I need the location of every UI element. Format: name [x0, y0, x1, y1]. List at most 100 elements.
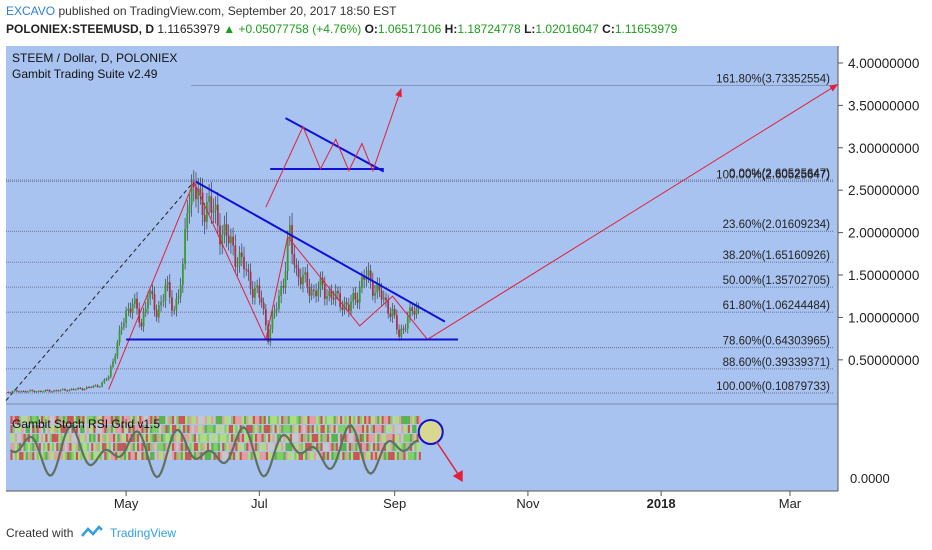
- stoch-grid-cell: [193, 452, 197, 460]
- stoch-grid-cell: [405, 416, 408, 424]
- stoch-grid-cell: [86, 434, 89, 442]
- stoch-grid-cell: [23, 434, 26, 442]
- stoch-grid-cell: [30, 425, 33, 433]
- stoch-grid-cell: [34, 452, 37, 460]
- stoch-grid-cell: [322, 452, 325, 460]
- stoch-grid-cell: [250, 434, 253, 442]
- stoch-grid-cell: [178, 443, 181, 451]
- stoch-grid-cell: [250, 416, 253, 424]
- stoch-grid-cell: [401, 434, 404, 442]
- stoch-grid-cell: [54, 443, 57, 451]
- author-link[interactable]: EXCAVO: [6, 4, 56, 18]
- stoch-grid-cell: [34, 443, 37, 451]
- stoch-grid-cell: [281, 443, 284, 451]
- fib-level-label: 61.80%(1.06244484): [723, 300, 831, 312]
- stoch-grid-cell: [340, 434, 343, 442]
- stoch-grid-cell: [335, 443, 338, 451]
- stoch-grid-cell: [230, 425, 234, 433]
- stoch-grid-cell: [36, 452, 39, 460]
- stoch-grid-cell: [10, 425, 13, 433]
- stoch-grid-cell: [139, 425, 142, 433]
- stoch-grid-cell: [99, 443, 103, 451]
- candle-body: [369, 270, 372, 281]
- candle-body: [20, 391, 23, 393]
- stoch-grid-cell: [418, 452, 421, 460]
- stoch-grid-cell: [224, 425, 227, 433]
- stoch-grid-cell: [156, 425, 159, 433]
- stoch-grid-cell: [67, 434, 70, 442]
- stoch-grid-cell: [287, 443, 290, 451]
- stoch-grid-cell: [191, 425, 194, 433]
- stoch-grid-cell: [106, 434, 109, 442]
- stoch-grid-cell: [156, 443, 159, 451]
- stoch-grid-cell: [359, 443, 362, 451]
- stoch-grid-cell: [187, 434, 190, 442]
- stoch-grid-cell: [276, 425, 279, 433]
- candle-body: [214, 204, 217, 211]
- stoch-grid-cell: [348, 443, 352, 451]
- stoch-grid-cell: [324, 434, 328, 442]
- stoch-grid-cell: [167, 452, 170, 460]
- candle-body: [395, 315, 398, 330]
- stoch-grid-cell: [390, 452, 393, 460]
- candle-body: [323, 284, 326, 299]
- stoch-grid-cell: [139, 416, 142, 424]
- stoch-grid-cell: [204, 452, 207, 460]
- stoch-grid-cell: [401, 425, 404, 433]
- stoch-grid-cell: [281, 425, 284, 433]
- stoch-grid-cell: [272, 434, 275, 442]
- stoch-grid-cell: [200, 416, 203, 424]
- candle-body: [400, 328, 403, 337]
- price-chart[interactable]: 161.80%(3.73352554)0.00%(2.60525647)100.…: [0, 40, 932, 516]
- stoch-grid-cell: [394, 434, 397, 442]
- tradingview-brand[interactable]: TradingView: [110, 526, 177, 540]
- stoch-grid-cell: [95, 425, 98, 433]
- stoch-grid-cell: [235, 416, 238, 424]
- stoch-grid-cell: [254, 443, 258, 451]
- candle-body: [37, 390, 40, 392]
- stoch-grid-cell: [237, 434, 240, 442]
- stoch-grid-cell: [51, 425, 55, 433]
- stoch-grid-cell: [141, 416, 144, 424]
- stoch-grid-cell: [394, 443, 397, 451]
- stoch-grid-cell: [64, 443, 68, 451]
- stoch-grid-cell: [191, 443, 194, 451]
- stoch-grid-cell: [119, 416, 122, 424]
- stoch-grid-cell: [392, 434, 395, 442]
- stoch-grid-cell: [289, 443, 293, 451]
- stoch-grid-cell: [292, 452, 295, 460]
- stoch-grid-cell: [285, 416, 288, 424]
- stoch-grid-cell: [337, 416, 341, 424]
- candle-body: [387, 300, 390, 314]
- stoch-grid-cell: [285, 434, 288, 442]
- candle-body: [376, 283, 379, 293]
- stoch-grid-cell: [132, 452, 135, 460]
- stoch-grid-cell: [121, 416, 124, 424]
- stoch-grid-cell: [130, 452, 133, 460]
- candle-body: [92, 385, 95, 388]
- stoch-grid-cell: [51, 443, 55, 451]
- stoch-grid-cell: [327, 425, 330, 433]
- stoch-grid-cell: [152, 452, 155, 460]
- x-tick-label: Jul: [251, 496, 268, 511]
- stoch-grid-cell: [355, 443, 358, 451]
- stoch-grid-cell: [246, 443, 249, 451]
- stoch-grid-cell: [222, 434, 225, 442]
- candle-body: [26, 391, 29, 393]
- candle-body: [371, 280, 374, 296]
- stoch-grid-cell: [187, 425, 190, 433]
- candle-body: [157, 305, 160, 318]
- stoch-grid-cell: [134, 425, 138, 433]
- stoch-grid-cell: [200, 434, 203, 442]
- candle-body: [79, 388, 82, 390]
- stoch-grid-cell: [366, 452, 369, 460]
- stoch-grid-cell: [217, 443, 221, 451]
- stoch-grid-cell: [202, 443, 205, 451]
- stoch-grid-cell: [233, 452, 236, 460]
- stoch-grid-cell: [364, 416, 367, 424]
- candle-body: [90, 387, 93, 389]
- stoch-grid-cell: [134, 434, 138, 442]
- stoch-grid-cell: [239, 434, 242, 442]
- stoch-grid-cell: [372, 443, 376, 451]
- stoch-grid-cell: [91, 434, 94, 442]
